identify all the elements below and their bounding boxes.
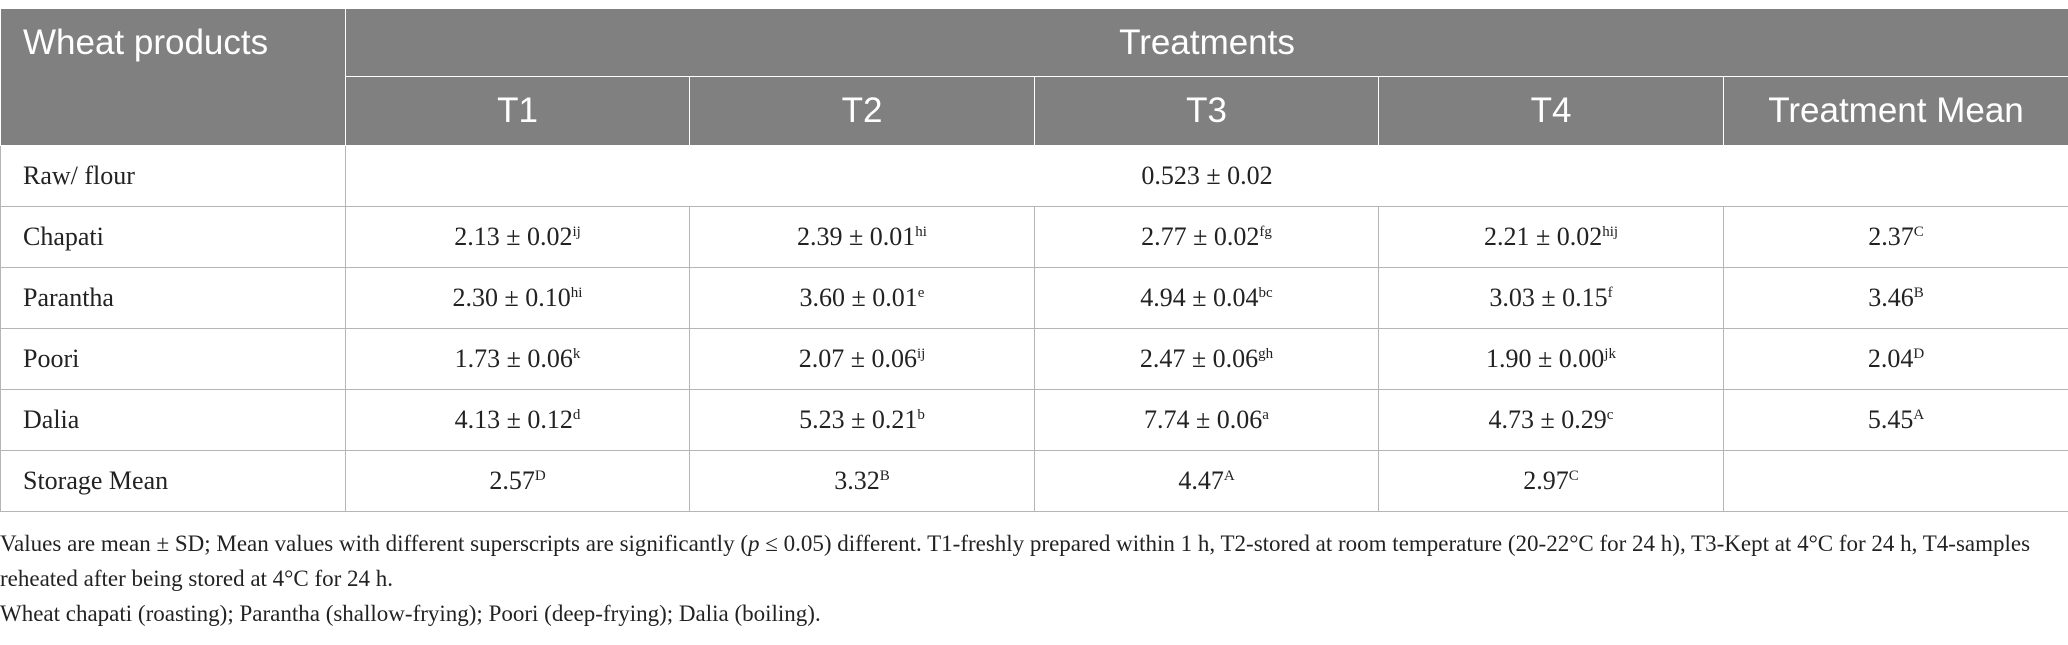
- cell-value: 4.94 ± 0.04: [1140, 283, 1259, 312]
- cell-value: 2.39 ± 0.01: [797, 222, 916, 251]
- row-label: Poori: [0, 328, 346, 390]
- table-cell: 2.77 ± 0.02fg: [1034, 206, 1379, 268]
- cell-superscript: e: [917, 285, 925, 301]
- table-cell: 2.39 ± 0.01hi: [689, 206, 1035, 268]
- cell-value: 3.60 ± 0.01: [799, 283, 918, 312]
- table-cell: 2.30 ± 0.10hi: [345, 267, 690, 329]
- table-cell: 7.74 ± 0.06a: [1034, 389, 1379, 451]
- cell-superscript: hi: [570, 285, 583, 301]
- table-cell: 1.90 ± 0.00jk: [1378, 328, 1724, 390]
- cell-value: 2.13 ± 0.02: [454, 222, 573, 251]
- table-row: Poori 1.73 ± 0.06k 2.07 ± 0.06ij 2.47 ± 0.0…: [0, 328, 2068, 390]
- table-cell: 5.23 ± 0.21b: [689, 389, 1035, 451]
- table-cell: 2.97C: [1378, 450, 1724, 512]
- cell-value: 2.07 ± 0.06: [798, 344, 917, 373]
- cell-superscript: C: [1568, 468, 1579, 484]
- header-t3: T3: [1034, 76, 1379, 146]
- row-label: Chapati: [0, 206, 346, 268]
- table-cell: 3.46B: [1722, 267, 2068, 329]
- cell-superscript: jk: [1604, 346, 1616, 362]
- header-treatment-mean: Treatment Mean: [1722, 76, 2068, 146]
- table-cell: 5.45A: [1722, 389, 2068, 451]
- table-row: Chapati 2.13 ± 0.02ij 2.39 ± 0.01hi 2.77 ± …: [0, 206, 2068, 268]
- header-treatments: Treatments: [344, 8, 2068, 77]
- cell-superscript: A: [1913, 407, 1925, 423]
- cell-value: 5.45: [1867, 405, 1914, 434]
- cell-value: 4.47: [1178, 466, 1224, 495]
- cell-superscript: fg: [1259, 224, 1272, 240]
- cell-superscript: bc: [1258, 285, 1273, 301]
- cell-superscript: c: [1606, 407, 1614, 423]
- table-cell: 4.73 ± 0.29c: [1378, 389, 1724, 451]
- cell-superscript: D: [1913, 346, 1925, 362]
- row-label: Raw/ flour: [0, 145, 346, 207]
- table-row: Dalia 4.13 ± 0.12d 5.23 ± 0.21b 7.74 ± 0.06…: [0, 389, 2068, 451]
- header-wheat-products: Wheat products: [0, 8, 346, 146]
- table-cell: 2.21 ± 0.02hij: [1378, 206, 1724, 268]
- table-row: Parantha 2.30 ± 0.10hi 3.60 ± 0.01e 4.94 ± …: [0, 267, 2068, 329]
- cell-superscript: B: [1913, 285, 1924, 301]
- table-cell: 2.04D: [1722, 328, 2068, 390]
- table-footnotes: Values are mean ± SD; Mean values with d…: [0, 526, 2068, 631]
- cell-value: 2.47 ± 0.06: [1139, 344, 1259, 373]
- cell-value: 1.90 ± 0.00: [1486, 344, 1605, 373]
- cell-value: 2.30 ± 0.10: [452, 283, 571, 312]
- wheat-products-table: Wheat products Treatments T1 T2 T3 T4 Tr…: [0, 8, 2068, 512]
- cell-superscript: C: [1913, 224, 1924, 240]
- cell-value: 4.13 ± 0.12: [454, 405, 573, 434]
- header-t4: T4: [1378, 76, 1724, 146]
- table-cell: 3.32B: [689, 450, 1035, 512]
- row-label: Storage Mean: [0, 450, 346, 512]
- table-cell: 2.57D: [345, 450, 690, 512]
- cell-value: 3.32: [834, 466, 880, 495]
- cell-value: 1.73 ± 0.06: [454, 344, 573, 373]
- cell-superscript: B: [879, 468, 890, 484]
- cell-value: 2.57: [489, 466, 535, 495]
- raw-flour-value: 0.523 ± 0.02: [344, 145, 2068, 207]
- cell-superscript: hij: [1602, 224, 1619, 240]
- table-cell: 4.94 ± 0.04bc: [1034, 267, 1379, 329]
- cell-superscript: ij: [916, 346, 926, 362]
- table-row: Storage Mean 2.57D 3.32B 4.47A 2.97C: [0, 450, 2068, 512]
- header-t2: T2: [689, 76, 1035, 146]
- cell-superscript: gh: [1258, 346, 1274, 362]
- table-cell: 4.13 ± 0.12d: [345, 389, 690, 451]
- cell-value: 4.73 ± 0.29: [1488, 405, 1607, 434]
- cell-superscript: a: [1262, 407, 1269, 423]
- cell-value: 7.74 ± 0.06: [1144, 405, 1263, 434]
- table-cell: 2.13 ± 0.02ij: [345, 206, 690, 268]
- cell-value: 5.23 ± 0.21: [799, 405, 918, 434]
- cell-value: 3.46: [1868, 283, 1914, 312]
- table-cell: [1722, 450, 2068, 512]
- cell-value: 2.21 ± 0.02: [1483, 222, 1603, 251]
- cell-superscript: A: [1223, 468, 1235, 484]
- header-t1: T1: [345, 76, 690, 146]
- cell-superscript: d: [572, 407, 581, 423]
- table-cell: 3.03 ± 0.15f: [1378, 267, 1724, 329]
- cell-superscript: k: [572, 346, 581, 362]
- row-label: Dalia: [0, 389, 346, 451]
- data-table-container: Wheat products Treatments T1 T2 T3 T4 Tr…: [0, 8, 2068, 512]
- table-cell: 4.47A: [1034, 450, 1379, 512]
- table-cell: 2.07 ± 0.06ij: [689, 328, 1035, 390]
- cell-value: 3.03 ± 0.15: [1489, 283, 1608, 312]
- table-cell: 1.73 ± 0.06k: [345, 328, 690, 390]
- cell-value: 2.37: [1868, 222, 1914, 251]
- footnote-2: Wheat chapati (roasting); Parantha (shal…: [0, 601, 821, 626]
- cell-value: 2.04: [1867, 344, 1914, 373]
- table-row-raw-flour: Raw/ flour 0.523 ± 0.02: [0, 145, 2068, 207]
- cell-superscript: D: [534, 468, 546, 484]
- cell-value: 2.77 ± 0.02: [1141, 222, 1260, 251]
- table-cell: 2.37C: [1722, 206, 2068, 268]
- row-label: Parantha: [0, 267, 346, 329]
- cell-superscript: hi: [915, 224, 927, 240]
- footnote-1: Values are mean ± SD; Mean values with d…: [0, 531, 2031, 591]
- cell-value: 2.97: [1523, 466, 1569, 495]
- table-cell: 2.47 ± 0.06gh: [1034, 328, 1379, 390]
- cell-superscript: ij: [572, 224, 581, 240]
- cell-superscript: f: [1607, 285, 1613, 301]
- cell-superscript: b: [917, 407, 925, 423]
- table-cell: 3.60 ± 0.01e: [689, 267, 1035, 329]
